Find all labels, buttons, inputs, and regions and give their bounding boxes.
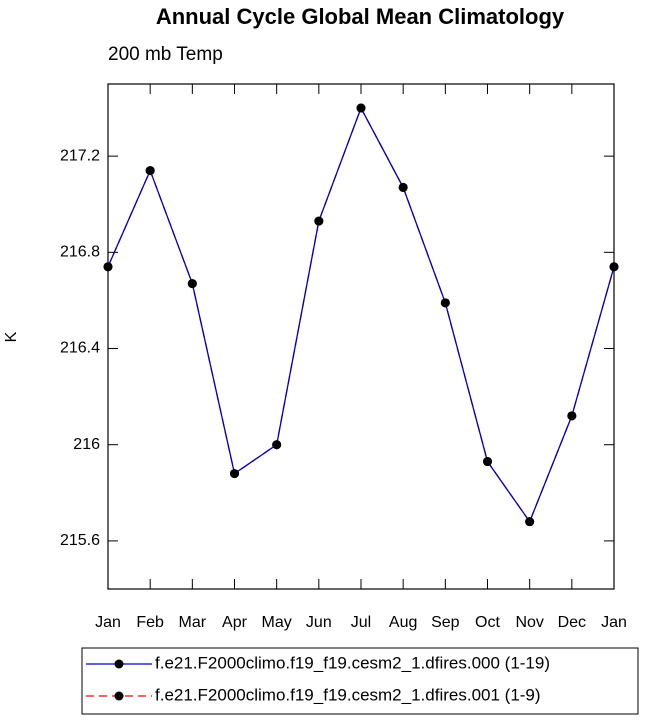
x-tick-label: Apr: [222, 614, 248, 631]
x-tick-label: Feb: [136, 614, 164, 631]
legend-marker: [114, 691, 124, 701]
data-point: [483, 457, 492, 467]
x-tick-label: Dec: [558, 614, 586, 631]
y-tick-label: 216.8: [60, 244, 100, 261]
x-tick-label: Jan: [601, 614, 627, 631]
y-tick-label: 216.4: [60, 340, 100, 357]
data-point: [525, 517, 535, 527]
data-point: [440, 298, 450, 308]
legend-marker: [114, 659, 124, 669]
series-line: [107, 106, 615, 524]
data-point: [145, 166, 155, 176]
legend-label: f.e21.F2000climo.f19_f19.cesm2_1.dfires.…: [155, 685, 541, 704]
chart-subtitle: 200 mb Temp: [108, 44, 223, 65]
y-axis-label: K: [3, 331, 20, 342]
data-point: [187, 279, 197, 289]
series-line: [107, 106, 615, 524]
x-tick-label: Oct: [475, 614, 500, 631]
x-tick-label: Aug: [389, 614, 417, 631]
legend-label: f.e21.F2000climo.f19_f19.cesm2_1.dfires.…: [155, 653, 550, 672]
x-tick-label: Jan: [95, 614, 121, 631]
data-point: [272, 440, 282, 450]
data-point: [356, 103, 366, 113]
data-point: [314, 216, 324, 226]
y-tick-label: 217.2: [60, 147, 100, 164]
y-tick-label: 215.6: [60, 532, 100, 549]
x-tick-label: Nov: [515, 614, 543, 631]
y-tick-label: 216: [73, 436, 100, 453]
plot-frame: [107, 83, 615, 590]
x-tick-label: May: [262, 614, 292, 631]
x-tick-label: Jun: [306, 614, 332, 631]
data-point: [398, 182, 408, 192]
data-point: [567, 411, 577, 421]
chart-title: Annual Cycle Global Mean Climatology: [156, 4, 565, 29]
data-point: [103, 262, 113, 272]
x-tick-label: Sep: [431, 614, 460, 631]
x-tick-label: Mar: [179, 614, 207, 631]
legend-box: [81, 647, 639, 715]
x-tick-label: Jul: [351, 614, 371, 631]
data-point: [230, 469, 239, 479]
data-point: [609, 262, 619, 272]
